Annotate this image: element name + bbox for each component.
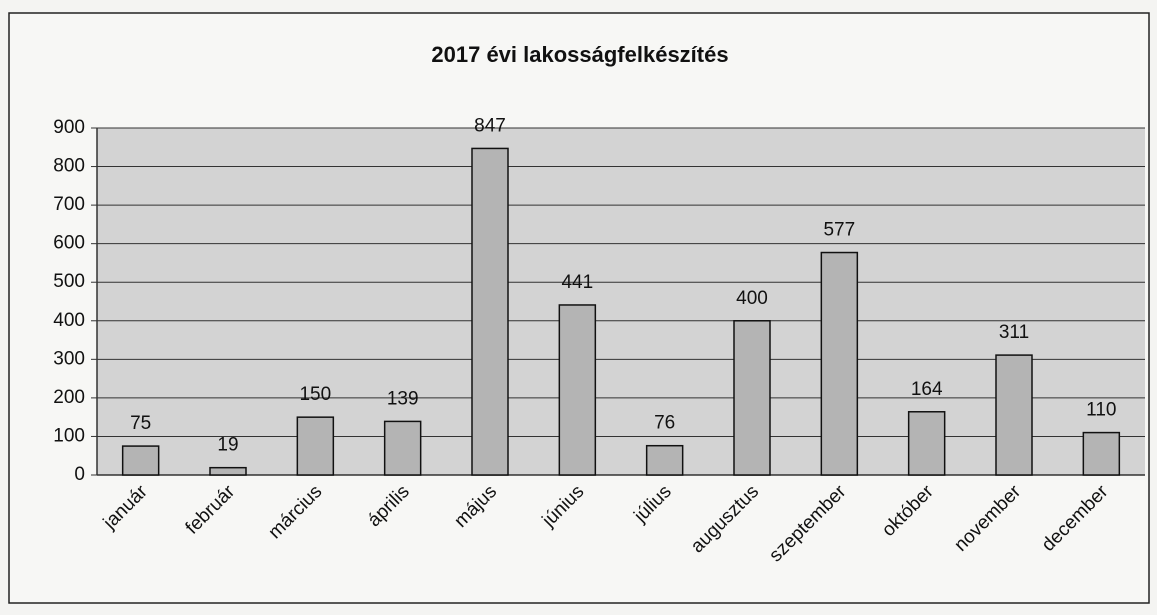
- data-label: 150: [299, 384, 331, 405]
- bar: [907, 411, 946, 476]
- plot-area: [97, 128, 1145, 475]
- y-tick-label: 0: [74, 464, 85, 485]
- chart-title: 2017 évi lakosságfelkészítés: [431, 42, 728, 67]
- data-label: 19: [217, 435, 238, 456]
- bar: [733, 320, 771, 476]
- bar: [121, 445, 160, 476]
- bar: [645, 444, 684, 476]
- data-label: 75: [130, 413, 151, 434]
- y-tick-label: 600: [53, 233, 85, 254]
- y-tick-label: 700: [53, 194, 85, 215]
- bar: [471, 147, 509, 476]
- data-label: 847: [474, 115, 506, 136]
- bar: [296, 416, 335, 476]
- bar: [1082, 431, 1121, 476]
- y-tick-label: 200: [53, 387, 85, 408]
- bar: [820, 251, 859, 476]
- data-label: 164: [911, 379, 943, 400]
- y-tick-label: 900: [53, 117, 85, 138]
- y-tick-label: 300: [53, 348, 85, 369]
- bar: [995, 354, 1033, 476]
- y-tick-label: 400: [53, 310, 85, 331]
- y-tick-label: 800: [53, 156, 85, 177]
- data-label: 110: [1086, 400, 1116, 421]
- data-label: 400: [736, 288, 768, 309]
- y-tick-label: 500: [53, 271, 85, 292]
- data-label: 76: [654, 413, 675, 434]
- data-label: 139: [387, 388, 419, 409]
- bar: [558, 304, 597, 476]
- data-label: 311: [999, 322, 1029, 343]
- y-tick-label: 100: [53, 425, 85, 446]
- data-label: 441: [561, 272, 593, 293]
- bar: [383, 420, 422, 476]
- data-label: 577: [823, 220, 855, 241]
- bar: [209, 466, 247, 476]
